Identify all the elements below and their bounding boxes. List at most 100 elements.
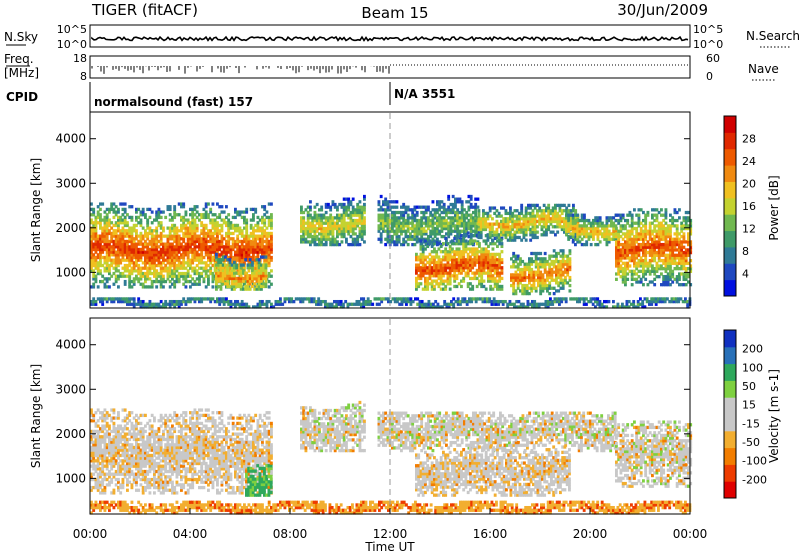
range-cell [433,242,436,246]
range-cell [662,224,666,228]
range-cell [243,305,246,309]
range-cell [94,266,98,270]
range-cell [541,281,545,285]
range-cell [469,234,473,239]
range-cell [222,247,226,252]
range-cell [132,269,136,273]
range-cell [254,247,258,252]
range-cell [186,279,190,284]
range-cell [539,283,543,288]
range-cell [336,232,339,236]
title-radar: TIGER (fitACF) [91,1,198,19]
range-cell [496,282,499,286]
range-cell [189,221,192,225]
range-cell [349,226,353,231]
range-cell [430,266,434,270]
range-cell [417,239,421,243]
range-cell [159,239,163,244]
range-cell [419,260,423,265]
range-cell [189,274,192,278]
range-cell [615,213,618,217]
range-cell [504,217,508,221]
range-cell [474,197,478,201]
range-cell [644,234,648,239]
range-cell [543,283,547,288]
range-cell [400,226,403,231]
range-cell [236,213,240,217]
range-cell [110,205,114,209]
range-cell [189,226,192,230]
range-cell [642,245,645,249]
range-cell [324,229,328,233]
range-cell [482,219,485,224]
range-cell [193,266,197,270]
range-cell [457,271,461,275]
range-cell [198,242,201,246]
range-cell [687,275,690,279]
range-cell [605,229,609,233]
range-cell [548,281,552,285]
range-cell [567,209,571,213]
range-cell [363,205,366,209]
range-cell [128,302,132,306]
range-cell [675,226,679,231]
range-cell [680,283,684,287]
range-cell [583,229,586,233]
range-cell [436,240,439,244]
range-cell [424,287,427,291]
range-cell [420,229,424,233]
range-cell [664,253,668,257]
range-cell [193,245,197,249]
range-cell [386,221,390,225]
range-cell [229,302,233,306]
range-cell [466,271,470,275]
range-cell [215,252,218,257]
range-cell [262,271,266,275]
range-cell [204,237,208,241]
range-cell [234,242,237,246]
range-cell [514,278,518,282]
range-cell [617,259,621,263]
range-cell [360,224,364,228]
range-cell [351,210,355,215]
range-cell [603,232,607,236]
range-cell [664,283,668,287]
range-cell [229,237,233,241]
range-cell [220,229,224,233]
range-cell [426,282,430,286]
range-cell [225,231,228,236]
range-cell [247,245,251,249]
range-cell [682,253,686,257]
range-cell [126,213,129,217]
range-cell [173,258,177,262]
range-cell [558,219,562,224]
range-cell [220,297,224,301]
range-cell [448,279,452,283]
range-cell [630,213,634,217]
range-cell [496,252,499,257]
range-cell [630,237,634,241]
range-cell [662,237,666,241]
cpid-segment-2: N/A 3551 [394,87,455,101]
range-cell [252,258,255,262]
range-cell [153,271,156,276]
range-cell [585,234,589,239]
range-cell [446,250,450,254]
range-cell [474,232,478,236]
range-cell [331,202,335,207]
range-cell [386,205,390,209]
range-cell [132,226,136,230]
range-cell [642,240,645,244]
range-cell [177,299,181,304]
range-cell [528,278,531,282]
range-cell [426,284,430,289]
range-cell [249,245,253,249]
range-cell [300,205,303,209]
range-cell [682,272,686,276]
range-cell [105,299,109,304]
range-cell [576,229,580,233]
range-cell [464,250,468,254]
range-cell [435,279,439,283]
range-cell [218,302,222,306]
range-cell [583,221,586,225]
